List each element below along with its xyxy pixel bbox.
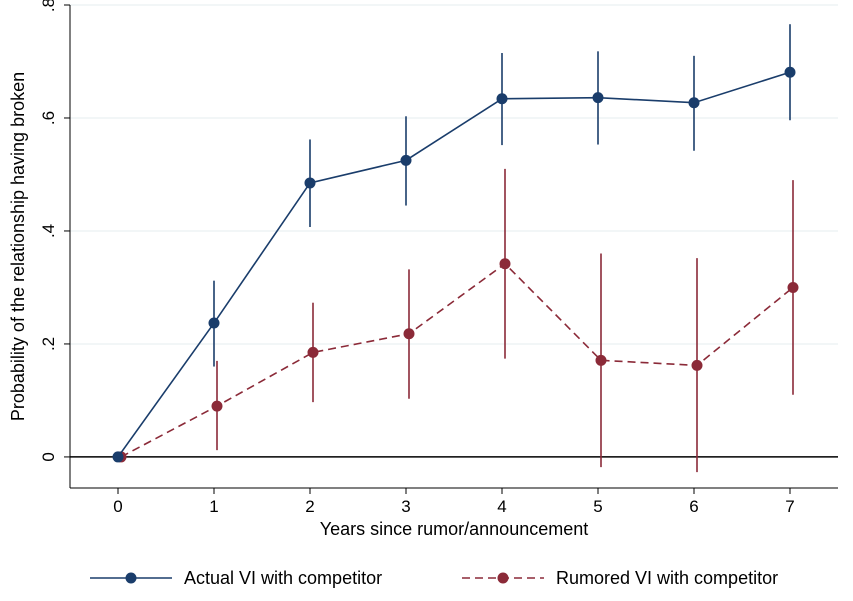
series-2 xyxy=(115,168,799,473)
data-point xyxy=(208,317,220,329)
x-axis-title: Years since rumor/announcement xyxy=(320,519,589,539)
series-line xyxy=(117,71,791,458)
y-axis-title: Probability of the relationship having b… xyxy=(8,72,28,421)
y-tick-label: 0 xyxy=(39,452,58,461)
data-point xyxy=(211,400,223,412)
y-tick-label: .8 xyxy=(39,0,58,12)
legend: Actual VI with competitor Rumored VI with… xyxy=(90,568,778,588)
data-point xyxy=(112,451,124,463)
x-tick-label: 1 xyxy=(209,497,218,516)
legend-entry-2: Rumored VI with competitor xyxy=(462,568,778,588)
legend-entry-1: Actual VI with competitor xyxy=(90,568,382,588)
data-point xyxy=(691,359,703,371)
y-tick-label: .4 xyxy=(39,224,58,238)
data-point xyxy=(592,92,604,104)
series-layer xyxy=(112,24,799,473)
legend-marker xyxy=(497,572,509,584)
y-tick-label: .6 xyxy=(39,111,58,125)
y-tick-label: .2 xyxy=(39,337,58,351)
x-tick-label: 5 xyxy=(593,497,602,516)
x-tick-label: 7 xyxy=(785,497,794,516)
x-tick-label: 6 xyxy=(689,497,698,516)
gridlines xyxy=(70,4,838,458)
data-point xyxy=(787,281,799,293)
x-tick-label: 2 xyxy=(305,497,314,516)
legend-marker xyxy=(125,572,137,584)
data-point xyxy=(688,97,700,109)
data-point xyxy=(496,93,508,105)
legend-label: Actual VI with competitor xyxy=(184,568,382,588)
data-point xyxy=(403,328,415,340)
data-point xyxy=(307,346,319,358)
legend-label: Rumored VI with competitor xyxy=(556,568,778,588)
data-point xyxy=(499,258,511,270)
data-point xyxy=(304,177,316,189)
y-axis: 0 .2 .4 .6 .8 xyxy=(39,0,71,488)
data-point xyxy=(400,154,412,166)
x-tick-label: 4 xyxy=(497,497,506,516)
series-line xyxy=(120,262,794,458)
series-1 xyxy=(112,24,796,463)
x-tick-label: 3 xyxy=(401,497,410,516)
x-tick-label: 0 xyxy=(113,497,122,516)
data-point xyxy=(784,66,796,78)
x-axis: 0 1 2 3 4 5 6 7 xyxy=(70,487,838,516)
data-point xyxy=(595,354,607,366)
